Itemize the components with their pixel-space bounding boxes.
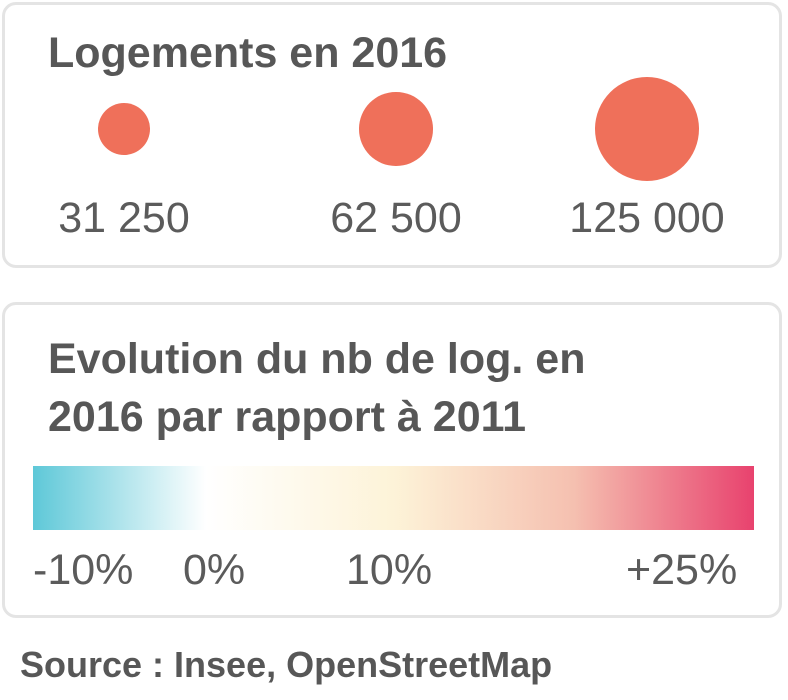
size-bubble-medium: [359, 92, 433, 166]
color-gradient-bar: [33, 466, 754, 530]
tick-label-0: 0%: [183, 546, 246, 594]
size-bubble-large: [595, 77, 699, 181]
size-label-large: 125 000: [569, 194, 725, 242]
size-bubble-small: [98, 103, 150, 155]
source-credit: Source : Insee, OpenStreetMap: [20, 644, 553, 685]
size-label-small: 31 250: [58, 194, 190, 242]
evolution-title-line-2: 2016 par rapport à 2011: [48, 393, 527, 441]
size-label-medium: 62 500: [330, 194, 462, 242]
evolution-legend-panel: [2, 302, 782, 618]
tick-label-10: 10%: [346, 546, 433, 594]
evolution-title-line-1: Evolution du nb de log. en: [48, 335, 586, 383]
size-legend-title: Logements en 2016: [48, 29, 448, 77]
tick-label-minus-10: -10%: [33, 546, 134, 594]
tick-label-plus-25: +25%: [626, 546, 738, 594]
evolution-legend-title: Evolution du nb de log. en 2016 par rapp…: [48, 330, 748, 446]
